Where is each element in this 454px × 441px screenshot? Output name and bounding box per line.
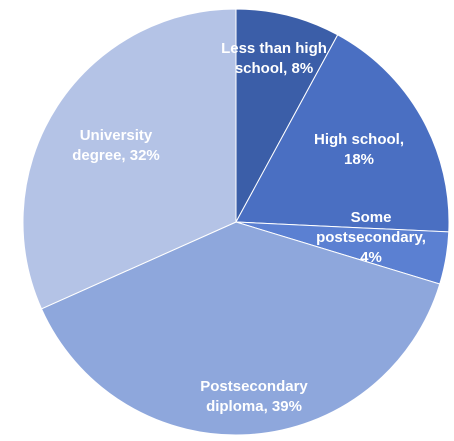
data-label-line: Some bbox=[351, 209, 392, 226]
pie-slice-high-school bbox=[235, 34, 450, 233]
data-label-line: school, 8% bbox=[235, 60, 313, 77]
data-label-line: degree, 32% bbox=[72, 147, 160, 164]
pie-slice-less-than-high-school bbox=[235, 8, 339, 223]
data-label-line: Less than high bbox=[221, 40, 327, 57]
data-label-line: diploma, 39% bbox=[206, 398, 302, 415]
pie-slice-university-degree bbox=[22, 8, 237, 310]
data-label-high-school: High school, 18% bbox=[314, 131, 404, 168]
data-label-postsecondary-diploma: Postsecondary diploma, 39% bbox=[200, 378, 308, 415]
pie-data-labels: Less than high school, 8% High school, 18% S… bbox=[72, 40, 426, 415]
data-label-line: postsecondary, bbox=[316, 229, 426, 246]
data-label-line: University bbox=[80, 127, 153, 144]
data-label-line: Postsecondary bbox=[200, 378, 308, 395]
data-label-line: 4% bbox=[360, 249, 382, 266]
data-label-line: 18% bbox=[344, 151, 374, 168]
pie-slices bbox=[22, 8, 450, 436]
data-label-some-postsecondary: Some postsecondary, 4% bbox=[316, 209, 426, 266]
data-label-university-degree: University degree, 32% bbox=[72, 127, 160, 164]
pie-slice-postsecondary-diploma bbox=[40, 221, 441, 436]
data-label-less-than-high-school: Less than high school, 8% bbox=[221, 40, 327, 77]
data-label-line: High school, bbox=[314, 131, 404, 148]
